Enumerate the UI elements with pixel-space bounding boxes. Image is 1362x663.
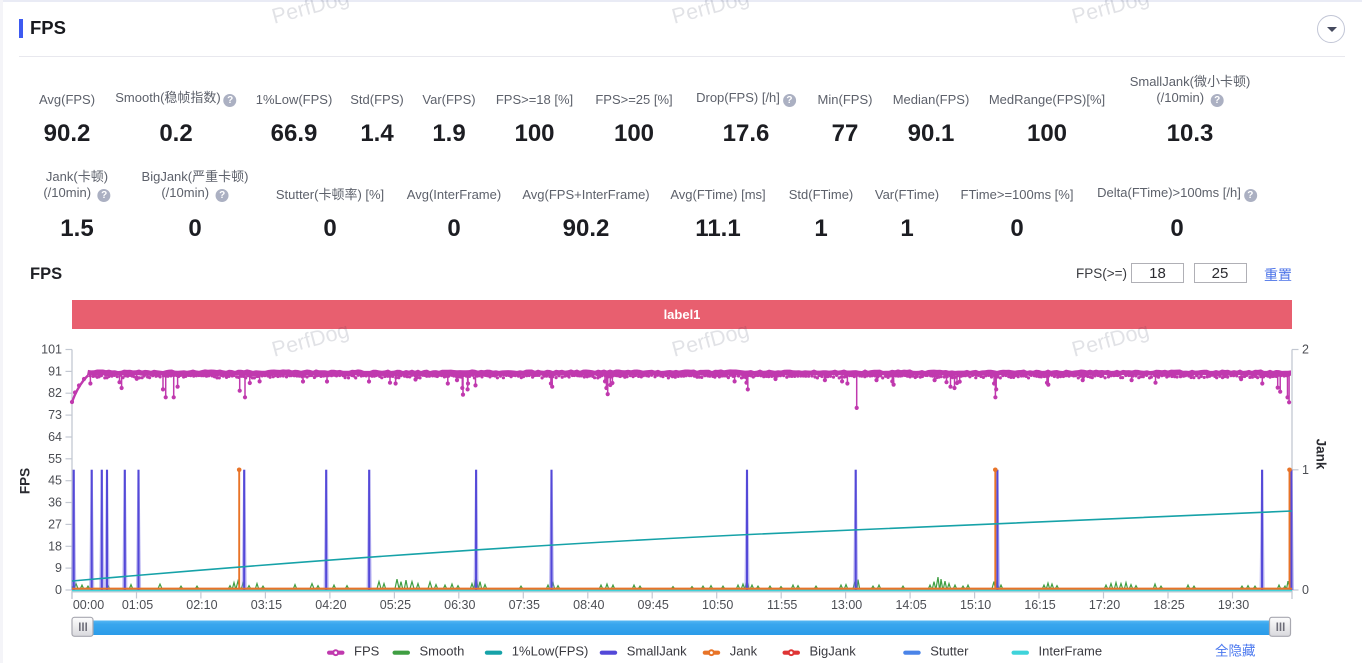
svg-text:05:25: 05:25 <box>380 598 411 612</box>
svg-text:82: 82 <box>48 386 62 400</box>
svg-text:01:05: 01:05 <box>122 598 153 612</box>
svg-text:9: 9 <box>55 561 62 575</box>
svg-text:55: 55 <box>48 452 62 466</box>
svg-text:03:15: 03:15 <box>251 598 282 612</box>
svg-text:27: 27 <box>48 517 62 531</box>
svg-text:16:15: 16:15 <box>1024 598 1055 612</box>
svg-text:0: 0 <box>1302 583 1309 597</box>
svg-text:91: 91 <box>48 364 62 378</box>
svg-text:08:40: 08:40 <box>573 598 604 612</box>
svg-text:Jank: Jank <box>1314 439 1329 470</box>
svg-text:15:10: 15:10 <box>960 598 991 612</box>
svg-text:73: 73 <box>48 408 62 422</box>
svg-text:19:30: 19:30 <box>1218 598 1249 612</box>
svg-text:2: 2 <box>1302 343 1309 357</box>
svg-text:1: 1 <box>1302 463 1309 477</box>
svg-text:45: 45 <box>48 474 62 488</box>
svg-text:18: 18 <box>48 539 62 553</box>
svg-text:13:00: 13:00 <box>831 598 862 612</box>
svg-text:Smooth: Smooth <box>420 644 465 659</box>
svg-text:07:35: 07:35 <box>509 598 540 612</box>
svg-text:Stutter: Stutter <box>930 644 969 659</box>
svg-text:64: 64 <box>48 430 62 444</box>
svg-text:14:05: 14:05 <box>895 598 926 612</box>
svg-text:FPS: FPS <box>18 468 33 494</box>
svg-text:1%Low(FPS): 1%Low(FPS) <box>512 644 589 659</box>
svg-text:11:55: 11:55 <box>767 598 797 612</box>
svg-text:Jank: Jank <box>730 644 758 659</box>
svg-text:06:30: 06:30 <box>444 598 475 612</box>
svg-text:SmallJank: SmallJank <box>627 644 687 659</box>
svg-text:02:10: 02:10 <box>186 598 217 612</box>
svg-text:101: 101 <box>41 343 62 357</box>
svg-text:label1: label1 <box>664 307 701 322</box>
svg-text:BigJank: BigJank <box>810 644 857 659</box>
svg-text:04:20: 04:20 <box>315 598 346 612</box>
svg-text:09:45: 09:45 <box>638 598 669 612</box>
svg-text:17:20: 17:20 <box>1089 598 1120 612</box>
svg-text:InterFrame: InterFrame <box>1039 644 1103 659</box>
svg-text:18:25: 18:25 <box>1153 598 1184 612</box>
svg-text:10:50: 10:50 <box>702 598 733 612</box>
svg-text:0: 0 <box>55 583 62 597</box>
svg-text:FPS: FPS <box>354 644 380 659</box>
svg-text:全隐藏: 全隐藏 <box>1215 643 1256 659</box>
svg-text:00:00: 00:00 <box>73 598 104 612</box>
svg-text:36: 36 <box>48 496 62 510</box>
